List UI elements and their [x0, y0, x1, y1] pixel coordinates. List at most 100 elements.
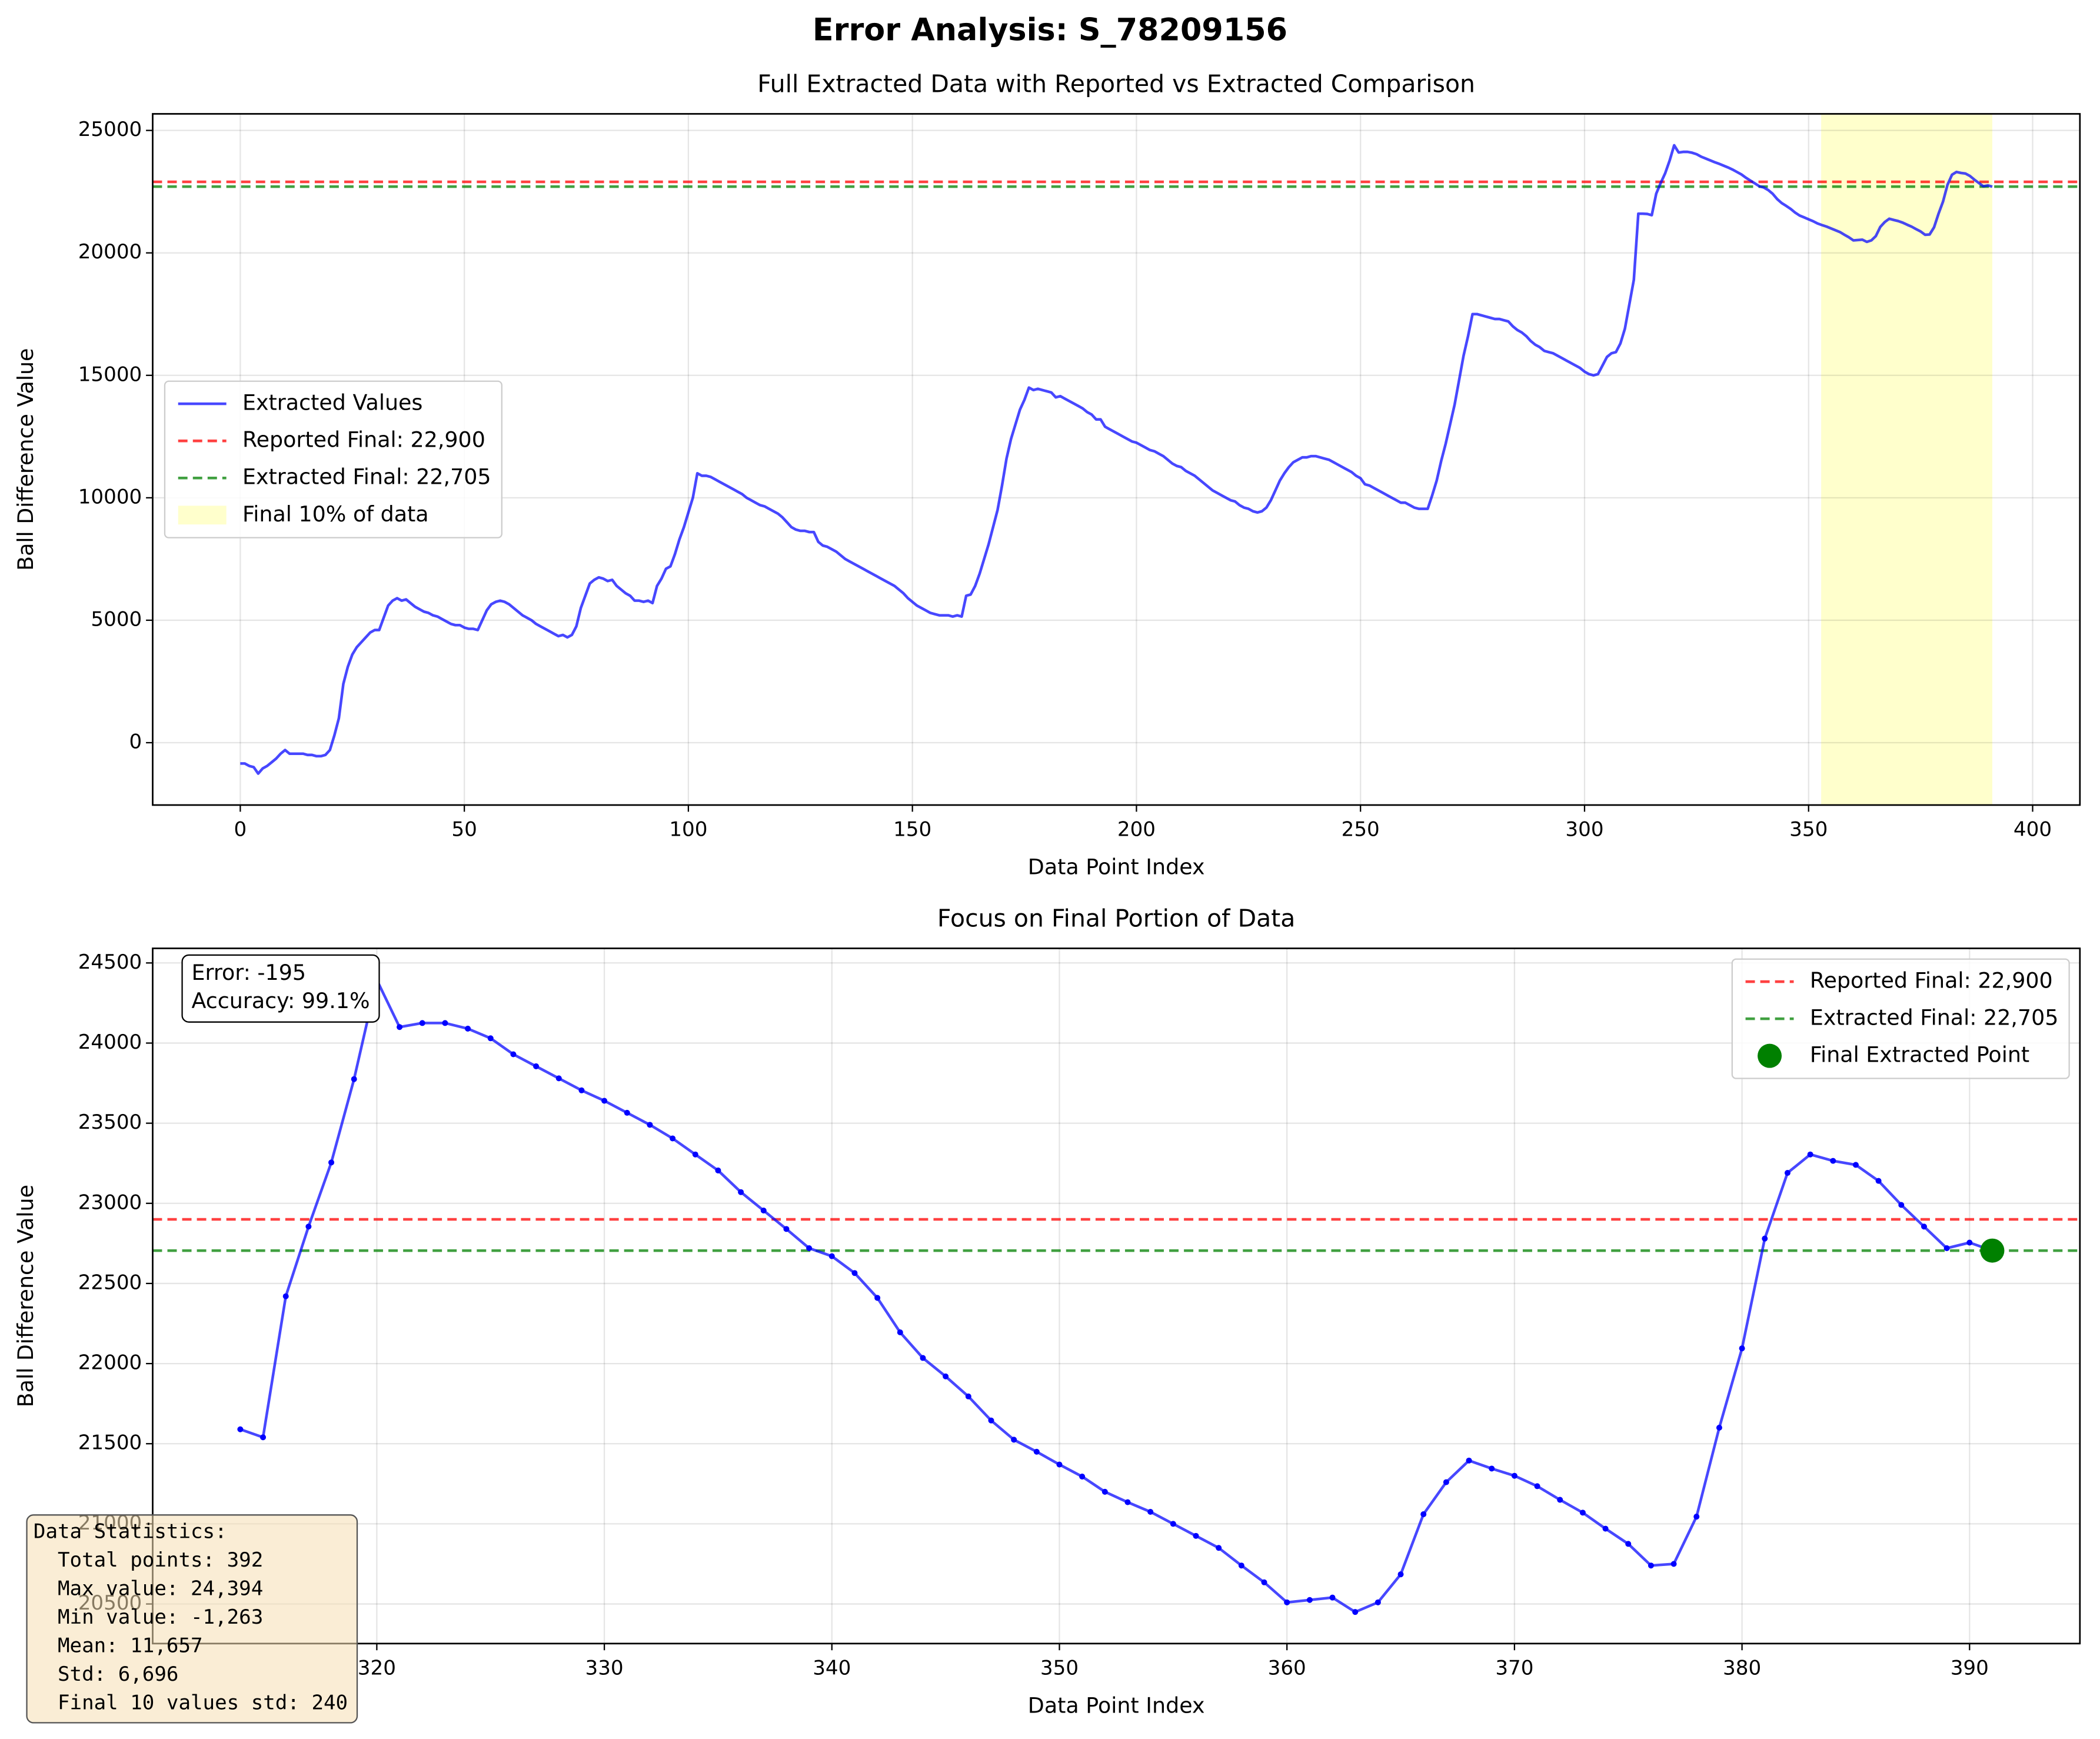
x-tick-label: 340	[813, 1657, 851, 1680]
annotation-text: Error: -195	[191, 960, 306, 985]
final-point	[1980, 1238, 2005, 1263]
data-point	[1079, 1474, 1086, 1480]
data-point	[1147, 1508, 1154, 1515]
data-point	[419, 1020, 425, 1026]
data-point	[1170, 1521, 1176, 1527]
legend-label: Reported Final: 22,900	[242, 427, 485, 453]
statistics-box: Data Statistics: Total points: 392 Max v…	[26, 1514, 358, 1724]
x-tick-label: 350	[1040, 1657, 1079, 1680]
y-tick-label: 5000	[91, 607, 142, 631]
data-point	[1329, 1594, 1336, 1601]
data-point	[920, 1355, 926, 1361]
data-point	[1830, 1158, 1836, 1164]
x-tick-label: 350	[1789, 818, 1828, 842]
y-tick-label: 23500	[78, 1110, 142, 1134]
statistics-text: Data Statistics:	[34, 1519, 227, 1543]
data-point	[760, 1208, 767, 1214]
statistics-text: Total points: 392	[34, 1548, 263, 1572]
data-point	[624, 1109, 630, 1116]
legend-frame	[164, 380, 502, 538]
legend-label: Extracted Values	[242, 390, 422, 415]
x-tick-label: 300	[1565, 818, 1603, 842]
legend-swatch	[1758, 1043, 1782, 1068]
data-point	[1921, 1223, 1927, 1230]
legend-label: Final 10% of data	[242, 501, 429, 527]
data-point	[692, 1151, 698, 1158]
data-point	[1193, 1532, 1199, 1539]
data-point	[943, 1373, 949, 1379]
legend: Reported Final: 22,900 Extracted Final: 2…	[1731, 958, 2070, 1079]
data-point	[1443, 1479, 1449, 1485]
data-point	[647, 1122, 653, 1128]
axes-title: Focus on Final Portion of Data	[937, 905, 1296, 933]
y-tick-label: 22000	[78, 1351, 142, 1375]
legend-label: Reported Final: 22,900	[1810, 968, 2053, 993]
data-point	[1238, 1562, 1244, 1569]
data-point	[1943, 1245, 1950, 1252]
x-tick-label: 380	[1723, 1657, 1761, 1680]
data-point	[1284, 1599, 1290, 1605]
axes: 3203303403503603703803902050021000215002…	[13, 905, 2081, 1718]
data-point	[874, 1295, 881, 1301]
data-point	[1011, 1437, 1017, 1443]
data-point	[305, 1223, 312, 1230]
y-axis-label: Ball Difference Value	[13, 348, 38, 571]
y-tick-label: 21500	[78, 1431, 142, 1455]
data-point	[1352, 1609, 1359, 1615]
data-point	[1693, 1514, 1700, 1520]
data-point	[237, 1426, 244, 1432]
x-tick-label: 330	[585, 1657, 624, 1680]
data-point	[282, 1293, 289, 1299]
data-point	[1101, 1488, 1108, 1495]
data-point	[1466, 1457, 1472, 1464]
data-point	[1716, 1425, 1722, 1431]
data-point	[1375, 1599, 1381, 1605]
data-point	[260, 1434, 267, 1441]
data-point	[328, 1159, 335, 1166]
data-point	[1739, 1345, 1745, 1352]
data-point	[1579, 1509, 1586, 1516]
data-point	[670, 1135, 676, 1142]
x-tick-label: 150	[893, 818, 931, 842]
x-tick-label: 0	[234, 818, 247, 842]
data-point	[351, 1076, 357, 1082]
data-point	[442, 1020, 448, 1026]
data-point	[1762, 1235, 1768, 1242]
figure-title: Error Analysis: S_78209156	[813, 12, 1287, 48]
x-tick-label: 100	[669, 818, 707, 842]
x-tick-label: 390	[1951, 1657, 1989, 1680]
legend-swatch	[178, 506, 227, 525]
y-tick-label: 20000	[78, 240, 142, 264]
data-point	[806, 1245, 813, 1252]
data-point	[1557, 1497, 1563, 1503]
data-point	[1124, 1499, 1131, 1505]
x-axis-label: Data Point Index	[1028, 854, 1205, 879]
data-point	[1875, 1178, 1882, 1184]
data-point	[738, 1189, 744, 1195]
data-point	[1670, 1561, 1677, 1567]
data-point	[1966, 1239, 1973, 1246]
data-point	[1625, 1541, 1632, 1547]
data-point	[1216, 1545, 1222, 1551]
data-point	[1784, 1170, 1791, 1176]
data-line	[239, 978, 1993, 1614]
statistics-text: Max value: 24,394	[34, 1577, 263, 1600]
axes-frame	[152, 113, 2081, 806]
statistics-frame	[26, 1514, 358, 1724]
y-tick-label: 23000	[78, 1191, 142, 1214]
statistics-text: Final 10 values std: 240	[34, 1691, 348, 1714]
legend: Extracted Values Reported Final: 22,900 Ex…	[164, 380, 502, 538]
data-point	[1648, 1562, 1654, 1569]
data-point	[897, 1329, 903, 1335]
highlight-span	[1821, 114, 1992, 805]
data-point	[1261, 1579, 1267, 1585]
data-point	[1056, 1461, 1063, 1468]
y-tick-label: 24000	[78, 1030, 142, 1054]
data-point	[1306, 1597, 1313, 1603]
data-point	[783, 1226, 790, 1232]
statistics-text: Std: 6,696	[34, 1662, 179, 1686]
data-point	[1898, 1202, 1905, 1208]
